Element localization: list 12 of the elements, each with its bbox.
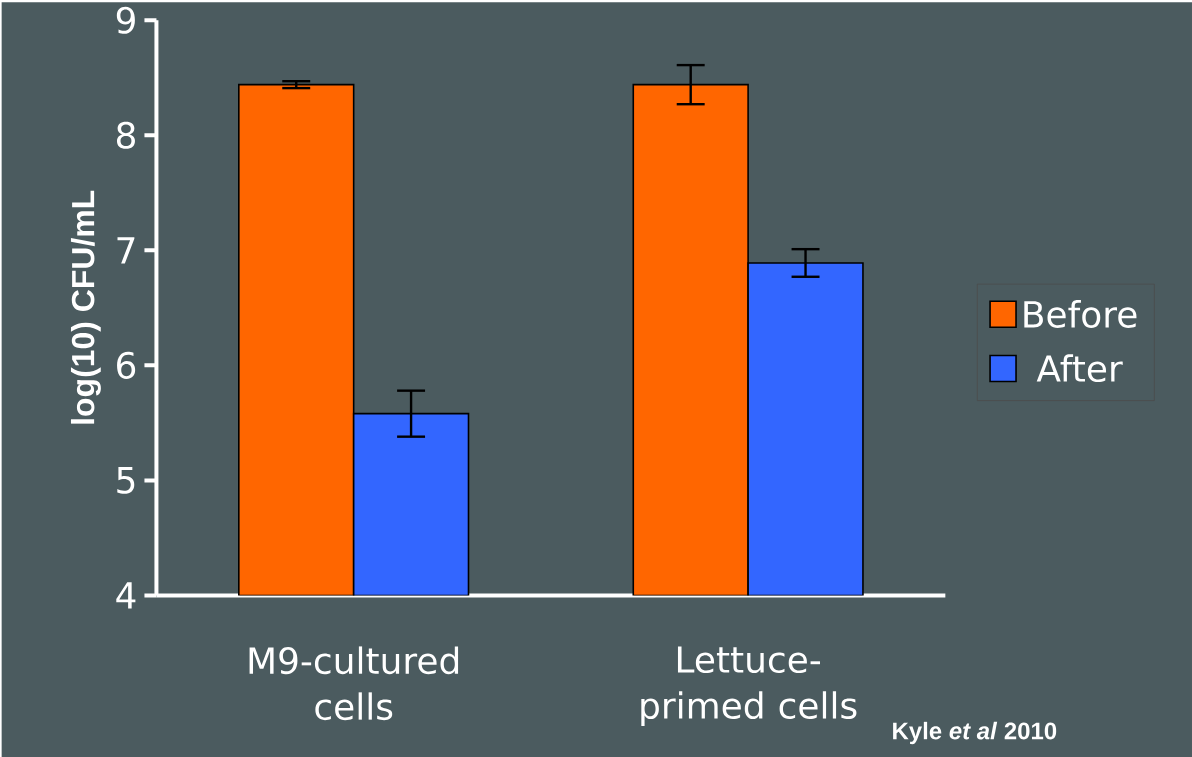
legend-label: After (1036, 354, 1123, 383)
y-tick-label: 6 (117, 351, 136, 379)
legend-label: Before (1024, 299, 1137, 328)
y-axis-title: log(10) CFU/mL (70, 190, 101, 424)
y-tick-label: 7 (117, 237, 135, 264)
x-tick-label: M9-cultured cells (249, 646, 459, 721)
y-tick-label: 4 (116, 582, 136, 609)
y-tick-label: 8 (116, 121, 135, 149)
x-tick-label: Lettuce-primed cells (641, 646, 857, 726)
text: Kyle et al 2010 (893, 721, 1057, 745)
y-tick-label: 9 (116, 6, 135, 34)
y-tick-label: 5 (117, 466, 135, 494)
